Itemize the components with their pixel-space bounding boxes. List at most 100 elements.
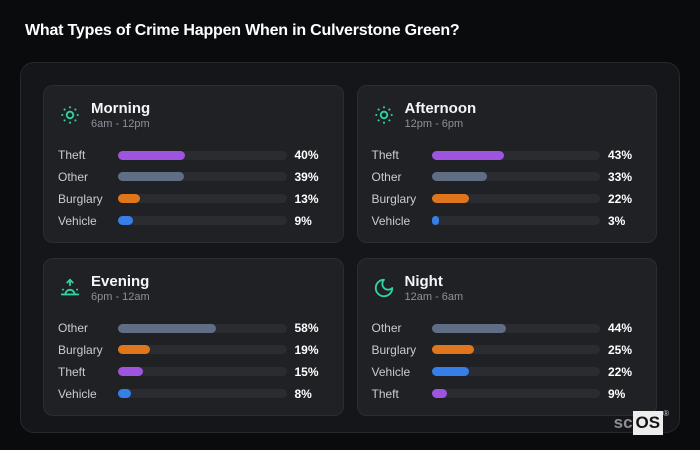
time-panel-afternoon: Afternoon 12pm - 6pm Theft 43% Other 33%…: [356, 85, 657, 243]
bar-track: [118, 194, 287, 204]
crime-label: Other: [371, 321, 402, 336]
bar-track: [118, 216, 287, 226]
bar-fill: [118, 150, 186, 160]
bar-fill: [431, 323, 506, 333]
bar-track: [431, 150, 600, 160]
bar-fill: [118, 367, 144, 377]
crime-percent: 9%: [294, 213, 312, 228]
crime-label: Other: [58, 321, 89, 336]
panel-title: Afternoon: [404, 100, 477, 117]
crime-label: Vehicle: [371, 364, 411, 379]
panel-time-range: 12pm - 6pm: [404, 118, 464, 131]
bar-track: [118, 150, 287, 160]
crime-label: Other: [58, 169, 89, 184]
crime-label: Burglary: [58, 342, 103, 357]
crime-label: Burglary: [371, 191, 417, 206]
time-panel-night: Night 12am - 6am Other 44% Burglary 25% …: [356, 258, 657, 416]
crime-label: Burglary: [58, 191, 103, 206]
crime-bar-row: Vehicle 9%: [54, 210, 333, 232]
bar-track: [118, 345, 287, 355]
panel-header: Night 12am - 6am: [368, 271, 647, 303]
bar-fill: [118, 216, 134, 226]
crime-percent: 22%: [608, 191, 633, 206]
bar-rows: Theft 43% Other 33% Burglary 22% Vehicle…: [368, 144, 647, 231]
bar-track: [431, 194, 600, 204]
bar-fill: [431, 150, 504, 160]
sunrise-icon: [58, 276, 82, 300]
crime-label: Theft: [371, 148, 399, 163]
sun-icon: [58, 103, 82, 127]
crime-percent: 58%: [294, 321, 319, 336]
crime-bar-row: Other 33%: [368, 166, 647, 188]
crime-percent: 9%: [608, 386, 626, 401]
panel-time-range: 6pm - 12am: [91, 291, 150, 304]
panels-container: Morning 6am - 12pm Theft 40% Other 39% B…: [20, 62, 680, 433]
bar-track: [118, 323, 287, 333]
bar-track: [118, 367, 287, 377]
panel-title: Night: [404, 273, 443, 290]
bar-fill: [118, 323, 216, 333]
time-panel-morning: Morning 6am - 12pm Theft 40% Other 39% B…: [43, 85, 344, 243]
watermark-brand: OS: [632, 411, 664, 435]
bar-fill: [431, 345, 474, 355]
panel-time-range: 6am - 12pm: [91, 118, 150, 131]
crime-bar-row: Vehicle 8%: [54, 383, 333, 405]
panel-header-text: Night 12am - 6am: [405, 273, 464, 303]
bar-track: [431, 323, 600, 333]
bar-track: [431, 367, 600, 377]
crime-percent: 8%: [294, 386, 312, 401]
crime-bar-row: Other 44%: [368, 317, 647, 339]
crime-percent: 33%: [608, 169, 633, 184]
registered-mark: ®: [663, 409, 669, 418]
panel-time-range: 12am - 6am: [404, 291, 464, 304]
crime-label: Vehicle: [58, 386, 97, 401]
crime-label: Burglary: [371, 342, 417, 357]
bar-rows: Other 58% Burglary 19% Theft 15% Vehicle…: [54, 317, 333, 404]
crime-percent: 44%: [608, 321, 633, 336]
crime-label: Theft: [58, 148, 86, 163]
crime-percent: 15%: [294, 364, 319, 379]
crime-bar-row: Theft 15%: [54, 361, 333, 383]
crime-label: Vehicle: [371, 213, 411, 228]
bar-track: [431, 345, 600, 355]
crime-bar-row: Burglary 22%: [368, 188, 647, 210]
crime-bar-row: Vehicle 22%: [368, 361, 647, 383]
bar-track: [431, 389, 600, 399]
crime-bar-row: Theft 43%: [368, 144, 647, 166]
crime-percent: 13%: [294, 191, 319, 206]
bar-rows: Other 44% Burglary 25% Vehicle 22% Theft…: [368, 317, 647, 404]
bar-fill: [431, 216, 439, 226]
bar-track: [118, 172, 287, 182]
crime-bar-row: Theft 40%: [54, 144, 333, 166]
bar-track: [431, 172, 600, 182]
panel-header: Evening 6pm - 12am: [54, 271, 333, 303]
crime-percent: 3%: [608, 213, 626, 228]
crime-bar-row: Burglary 19%: [54, 339, 333, 361]
moon-icon: [372, 276, 396, 300]
bar-fill: [431, 389, 447, 399]
bar-rows: Theft 40% Other 39% Burglary 13% Vehicle…: [54, 144, 333, 231]
time-panel-evening: Evening 6pm - 12am Other 58% Burglary 19…: [43, 258, 344, 416]
crime-bar-row: Vehicle 3%: [368, 210, 647, 232]
bar-fill: [431, 367, 469, 377]
bar-fill: [118, 172, 184, 182]
bar-fill: [431, 194, 469, 204]
crime-percent: 40%: [294, 148, 319, 163]
watermark-prefix: sc: [613, 413, 633, 432]
panel-header-text: Afternoon 12pm - 6pm: [405, 100, 477, 130]
panel-header-text: Morning 6am - 12pm: [91, 100, 150, 130]
crime-percent: 22%: [608, 364, 633, 379]
crime-percent: 25%: [608, 342, 633, 357]
panel-header-text: Evening 6pm - 12am: [91, 273, 150, 303]
page-title: What Types of Crime Happen When in Culve…: [25, 22, 460, 39]
crime-bar-row: Other 39%: [54, 166, 333, 188]
bar-track: [118, 389, 287, 399]
panel-title: Evening: [91, 273, 150, 290]
crime-bar-row: Other 58%: [54, 317, 333, 339]
bar-fill: [118, 345, 150, 355]
crime-bar-row: Burglary 25%: [368, 339, 647, 361]
panel-title: Morning: [91, 100, 151, 117]
watermark: sc OS ®: [613, 410, 669, 435]
crime-bar-row: Theft 9%: [368, 383, 647, 405]
bar-fill: [431, 172, 488, 182]
